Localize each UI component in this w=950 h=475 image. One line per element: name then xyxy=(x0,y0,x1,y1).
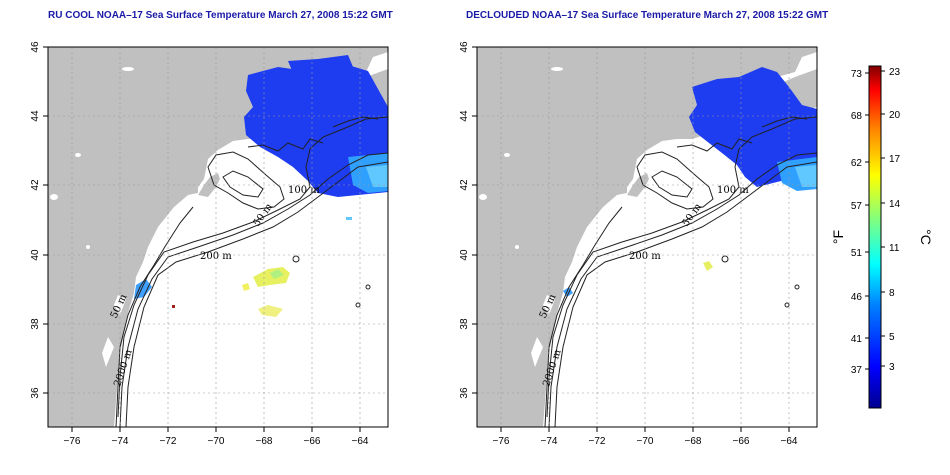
right-panel-title: DECLOUDED NOAA–17 Sea Surface Temperatur… xyxy=(466,10,829,21)
colorbar-c-tick: 11 xyxy=(889,243,900,254)
left-y-tick: 42 xyxy=(30,179,41,191)
colorbar-f-tick: 51 xyxy=(851,248,863,259)
colorbar-f-tick: 46 xyxy=(851,292,863,303)
colorbar-f-tick: 57 xyxy=(851,201,863,212)
colorbar-c-tick: 5 xyxy=(889,332,895,343)
right-x-tick: −70 xyxy=(637,436,654,447)
colorbar-f-tick: 37 xyxy=(851,365,863,376)
contour-label-100m: 100 m xyxy=(717,185,749,196)
left-x-tick: −76 xyxy=(64,436,81,447)
left-x-tick: −66 xyxy=(304,436,321,447)
left-y-tick: 44 xyxy=(30,110,41,122)
left-x-tick: −72 xyxy=(160,436,177,447)
right-y-tick: 42 xyxy=(459,179,470,191)
right-x-tick: −66 xyxy=(733,436,750,447)
colorbar-c-tick: 8 xyxy=(889,288,895,299)
right-x-tick: −64 xyxy=(781,436,798,447)
right-y-tick: 44 xyxy=(459,110,470,122)
left-x-tick: −68 xyxy=(256,436,273,447)
left-y-tick: 38 xyxy=(30,318,41,330)
colorbar-f-tick: 73 xyxy=(851,69,863,80)
left-x-tick: −74 xyxy=(112,436,129,447)
right-y-tick: 38 xyxy=(459,318,470,330)
left-panel-title: RU COOL NOAA–17 Sea Surface Temperature … xyxy=(48,10,393,21)
right-map-frame xyxy=(476,46,818,428)
left-grid xyxy=(48,47,388,427)
colorbar: 73 68 62 57 51 46 41 37 23 20 17 14 11 8… xyxy=(830,65,934,409)
colorbar-c-tick: 17 xyxy=(889,154,901,165)
right-y-tick: 36 xyxy=(459,387,470,399)
colorbar-fahrenheit-label: °F xyxy=(830,230,846,244)
right-map-panel: 100 m 50 m 200 m 50 m 2000 m −76 −74 −72… xyxy=(459,41,818,447)
colorbar-c-tick: 20 xyxy=(889,110,901,121)
right-x-tick: −68 xyxy=(685,436,702,447)
left-map-panel: 100 m 50 m 200 m 50 m 2000 m −76 −74 xyxy=(30,41,389,447)
right-x-tick: −76 xyxy=(493,436,510,447)
left-y-tick: 40 xyxy=(30,249,41,261)
contour-label-200m: 200 m xyxy=(629,251,661,262)
contour-label-200m: 200 m xyxy=(200,251,232,262)
colorbar-c-tick: 14 xyxy=(889,199,901,210)
left-y-tick: 36 xyxy=(30,387,41,399)
colorbar-c-tick: 23 xyxy=(889,67,901,78)
left-x-tick: −70 xyxy=(208,436,225,447)
contour-label-100m: 100 m xyxy=(288,185,320,196)
colorbar-f-tick: 62 xyxy=(851,158,863,169)
right-y-tick: 46 xyxy=(459,41,470,53)
colorbar-celsius-label: °C xyxy=(918,229,934,245)
left-x-tick: −64 xyxy=(352,436,369,447)
colorbar-c-tick: 3 xyxy=(889,362,895,373)
right-sst-data xyxy=(563,67,817,297)
left-y-tick: 46 xyxy=(30,41,41,53)
right-y-tick: 40 xyxy=(459,249,470,261)
colorbar-f-tick: 41 xyxy=(851,334,863,345)
colorbar-scale xyxy=(868,65,882,409)
right-x-tick: −74 xyxy=(541,436,558,447)
right-grid xyxy=(477,47,817,427)
colorbar-f-tick: 68 xyxy=(851,111,863,122)
right-x-tick: −72 xyxy=(589,436,606,447)
left-map-frame xyxy=(47,46,389,428)
